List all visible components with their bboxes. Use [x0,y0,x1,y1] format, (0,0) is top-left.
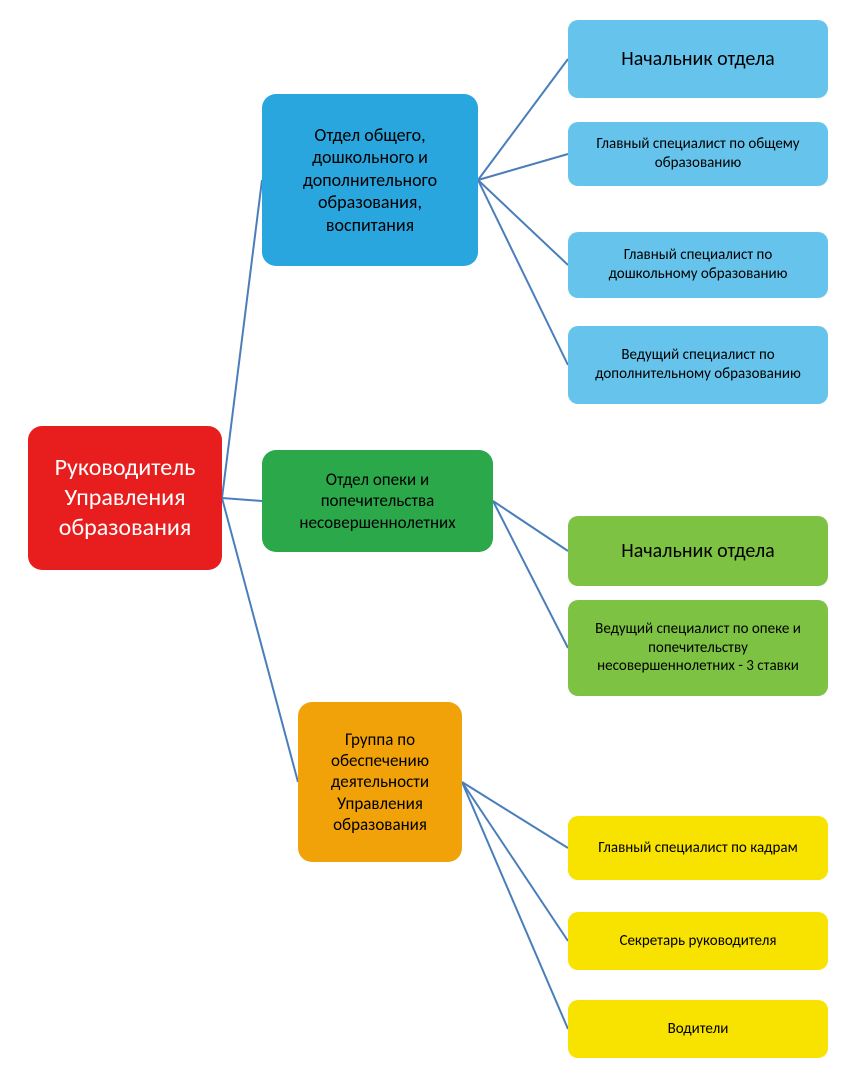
node-d1c3: Главный специалист по дошкольному образо… [568,232,828,298]
node-dept1: Отдел общего, дошкольного и дополнительн… [262,94,478,266]
node-d1c1: Начальник отдела [568,20,828,98]
node-d3c2: Секретарь руководителя [568,912,828,970]
node-d1c4: Ведущий специалист по дополнительному об… [568,326,828,404]
node-d3c1-label: Главный специалист по кадрам [598,839,797,858]
node-d2c2-label: Ведущий специалист по опеке и попечитель… [578,620,818,676]
node-dept1-label: Отдел общего, дошкольного и дополнительн… [272,124,468,237]
node-d2c1-label: Начальник отдела [621,539,774,564]
node-root: Руководитель Управления образования [28,426,222,570]
node-d1c2-label: Главный специалист по общему образованию [578,135,818,173]
node-d1c4-label: Ведущий специалист по дополнительному об… [578,346,818,384]
node-d2c1: Начальник отдела [568,516,828,586]
node-dept3-label: Группа по обеспечению деятельности Управ… [308,729,452,835]
node-d2c2: Ведущий специалист по опеке и попечитель… [568,600,828,696]
node-dept3: Группа по обеспечению деятельности Управ… [298,702,462,862]
node-root-label: Руководитель Управления образования [38,453,212,543]
node-d1c3-label: Главный специалист по дошкольному образо… [578,246,818,284]
node-d1c1-label: Начальник отдела [621,47,774,72]
node-d3c1: Главный специалист по кадрам [568,816,828,880]
node-dept2-label: Отдел опеки и попечительства несовершенн… [272,469,483,533]
node-dept2: Отдел опеки и попечительства несовершенн… [262,450,493,552]
node-d3c3-label: Водители [668,1020,729,1039]
node-d3c2-label: Секретарь руководителя [619,932,776,951]
node-d1c2: Главный специалист по общему образованию [568,122,828,186]
node-d3c3: Водители [568,1000,828,1058]
